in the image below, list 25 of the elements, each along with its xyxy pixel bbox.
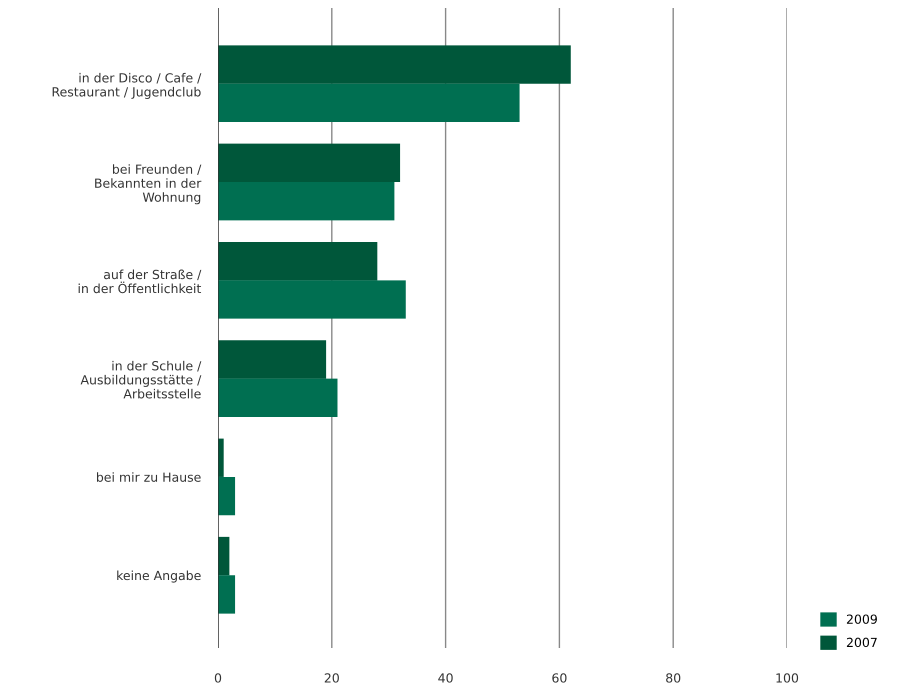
- y-tick-label: in der Schule / Ausbildungsstätte / Arbeitsstelle: [80, 360, 202, 399]
- bar: [218, 536, 230, 576]
- x-tick-label: 0: [214, 673, 222, 683]
- bar: [218, 45, 571, 84]
- x-tick-label: 60: [552, 673, 567, 683]
- y-tick-label: auf der Straße / in der Öffentlichkeit: [78, 270, 202, 294]
- y-tick-label: bei Freunden / Bekannten in der Wohnung: [95, 164, 202, 204]
- y-tick-label: bei mir zu Hause: [96, 472, 201, 482]
- legend-label: 2007: [846, 638, 877, 648]
- bar: [218, 182, 394, 220]
- y-tick-label: keine Angabe: [117, 570, 201, 583]
- x-tick-label: 40: [438, 673, 453, 683]
- bar: [218, 280, 406, 319]
- bar: [218, 242, 378, 280]
- bar: [218, 378, 338, 417]
- y-tick-label: in der Disco / Cafe / Restaurant / Jugendclub: [52, 72, 202, 99]
- x-tick-label: 100: [776, 673, 798, 683]
- legend-label: 2009: [846, 614, 877, 624]
- bar: [218, 84, 520, 122]
- bar: [218, 144, 400, 182]
- x-tick-label: 20: [324, 673, 339, 683]
- bar: [218, 476, 236, 516]
- x-tick-label: 80: [666, 673, 680, 683]
- bar: [218, 340, 326, 379]
- bar: [218, 575, 236, 614]
